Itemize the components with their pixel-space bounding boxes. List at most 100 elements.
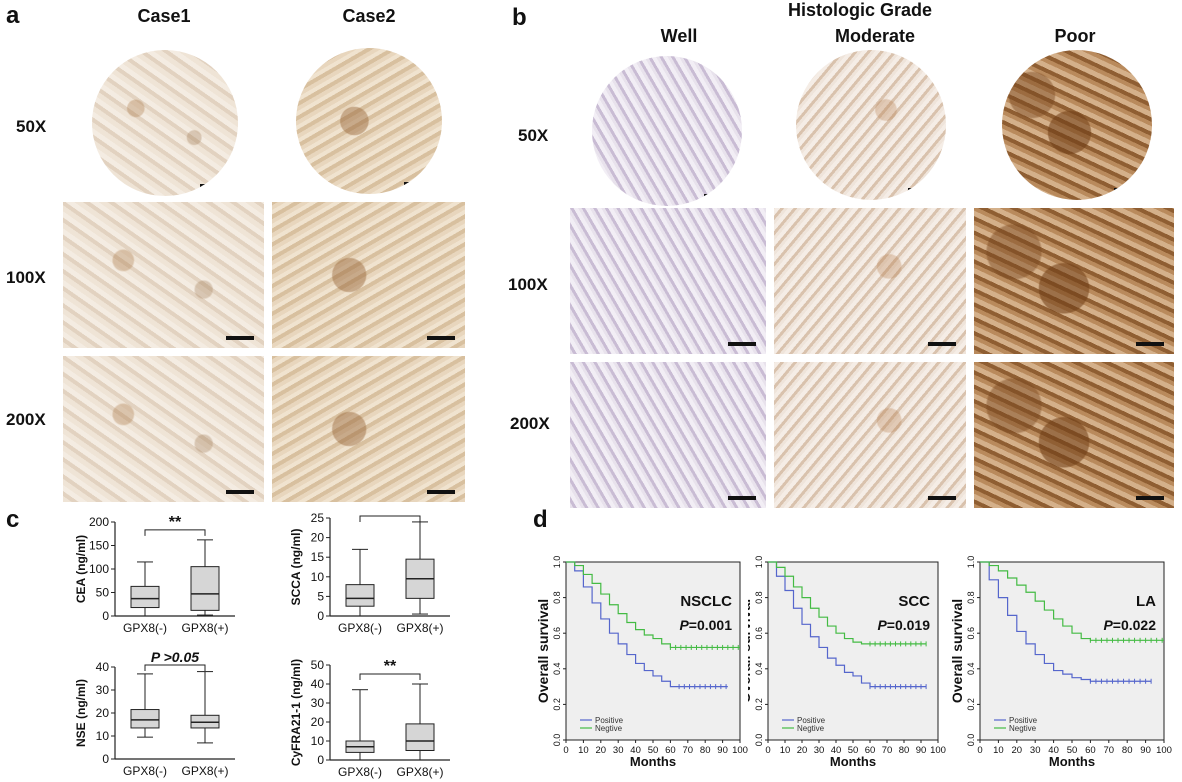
- p-value: =0.019: [887, 617, 930, 633]
- y-tick-label: 0.4: [754, 663, 764, 676]
- x-tick-label: 40: [1048, 745, 1059, 756]
- micrograph-case1-100x: [63, 202, 264, 348]
- plot-area: [767, 561, 939, 741]
- legend-label: Positive: [797, 716, 826, 725]
- panel-b-row-200x: 200X: [510, 414, 550, 433]
- y-axis-label: CyFRA21-1 (ng/ml): [289, 659, 303, 766]
- y-tick-label: 0.0: [552, 734, 562, 747]
- panel-b-row-100x: 100X: [508, 275, 548, 294]
- km-curve-positive: [768, 561, 927, 688]
- y-tick-label: 15: [311, 550, 325, 564]
- km-curve-positive: [566, 561, 728, 688]
- y-tick-label: 0.2: [754, 698, 764, 711]
- subgroup-label: LA: [1136, 593, 1156, 610]
- p-value-label: P=0.022: [1103, 617, 1156, 633]
- x-tick-label: 70: [1104, 745, 1115, 756]
- panel-letter-a: a: [6, 2, 20, 29]
- x-tick-label: 10: [993, 745, 1004, 756]
- plot-area: [565, 561, 741, 741]
- subgroup-label: NSCLC: [680, 593, 732, 610]
- significance-label: P >0.05: [151, 649, 199, 665]
- y-tick-label: 40: [96, 660, 110, 674]
- category-label: GPX8(+): [396, 765, 443, 779]
- legend-label: Positive: [595, 716, 624, 725]
- micrograph-case2-100x: [272, 202, 465, 348]
- y-tick-label: 0: [317, 753, 324, 767]
- y-tick-label: 50: [311, 658, 325, 672]
- x-tick-label: 60: [865, 745, 876, 756]
- x-tick-label: 30: [613, 745, 624, 756]
- panel-b-col-moderate: Moderate: [834, 26, 915, 46]
- p-value: =0.001: [689, 617, 732, 633]
- panel-a-row-50x: 50X: [16, 117, 47, 136]
- y-tick-label: 0.6: [552, 627, 562, 640]
- y-tick-label: 1.0: [754, 556, 764, 569]
- x-tick-label: 70: [683, 745, 694, 756]
- category-label: GPX8(+): [181, 621, 228, 635]
- box: [190, 566, 220, 611]
- panel-b-row-50x: 50X: [518, 126, 549, 145]
- x-tick-label: 40: [630, 745, 641, 756]
- x-tick-label: 0: [765, 745, 770, 756]
- x-axis-label: Months: [630, 754, 676, 769]
- y-tick-label: 25: [311, 511, 325, 525]
- box: [130, 709, 160, 729]
- x-axis-label: Months: [1049, 754, 1095, 769]
- category-label: GPX8(+): [181, 764, 228, 778]
- x-tick-label: 100: [732, 745, 748, 756]
- y-tick-label: 0: [102, 752, 109, 766]
- y-tick-label: 0.8: [966, 591, 976, 604]
- y-tick-label: 100: [89, 562, 109, 576]
- micrograph-well-200x: [570, 362, 766, 508]
- p-value-label: P=0.019: [877, 617, 930, 633]
- y-tick-label: 10: [311, 734, 325, 748]
- x-tick-label: 100: [1156, 745, 1172, 756]
- y-tick-label: 200: [89, 515, 109, 529]
- x-tick-label: 50: [848, 745, 859, 756]
- p-value: =0.022: [1113, 617, 1156, 633]
- panel-a-col-case2: Case2: [342, 6, 396, 26]
- x-tick-label: 20: [1012, 745, 1023, 756]
- y-tick-label: 30: [311, 696, 325, 710]
- panel-letter-c: c: [6, 506, 20, 533]
- y-tick-label: 0: [317, 609, 324, 623]
- panel-letter-b: b: [512, 4, 527, 31]
- x-tick-label: 30: [1030, 745, 1041, 756]
- y-tick-label: 50: [96, 586, 110, 600]
- y-tick-label: 40: [311, 677, 325, 691]
- y-axis-label: NSE (ng/ml): [74, 679, 88, 747]
- y-axis-label: Overall survival: [535, 599, 551, 703]
- y-tick-label: 0.6: [754, 627, 764, 640]
- category-label: GPX8(+): [396, 621, 443, 635]
- micrograph-moderate-100x: [774, 208, 966, 354]
- significance-bracket: [359, 515, 421, 522]
- legend-label: Negtive: [797, 724, 825, 733]
- y-tick-label: 150: [89, 539, 109, 553]
- micrograph-poor-200x: [974, 362, 1174, 508]
- x-axis-label: Months: [830, 754, 876, 769]
- km-curve-negtive: [566, 561, 740, 649]
- km-curve-negtive: [768, 561, 927, 645]
- micrograph-poor-50x: [1002, 50, 1152, 200]
- y-axis-label: Overall survival: [748, 599, 753, 703]
- x-tick-label: 90: [717, 745, 728, 756]
- km-plot-nsclc: 0.0 0.2 0.4 0.6 0.8 1.0 0 10 20 30 40 50 60 70 80 90 100…: [535, 556, 748, 769]
- x-tick-label: 60: [665, 745, 676, 756]
- x-tick-label: 50: [1067, 745, 1078, 756]
- x-tick-label: 60: [1085, 745, 1096, 756]
- category-label: GPX8(-): [338, 621, 382, 635]
- y-tick-label: 0.2: [552, 698, 562, 711]
- y-tick-label: 20: [96, 706, 110, 720]
- micrograph-well-100x: [570, 208, 766, 354]
- y-tick-label: 30: [96, 683, 110, 697]
- x-tick-label: 50: [648, 745, 659, 756]
- y-tick-label: 0: [102, 609, 109, 623]
- micrograph-moderate-50x: [796, 50, 946, 200]
- legend-label: Negtive: [595, 724, 623, 733]
- significance-bracket: [144, 664, 206, 671]
- y-tick-label: 1.0: [552, 556, 562, 569]
- x-tick-label: 90: [916, 745, 927, 756]
- significance-label: **: [169, 514, 182, 531]
- y-axis-label: SCCA (ng/ml): [289, 529, 303, 606]
